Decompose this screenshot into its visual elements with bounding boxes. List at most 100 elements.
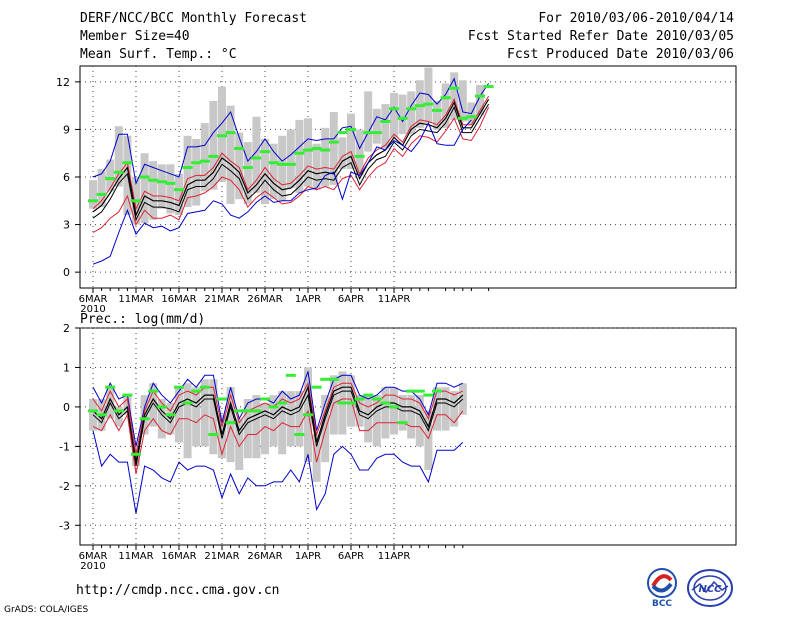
x-tick-label: 16MAR: [161, 551, 196, 562]
ensemble-marker: [208, 154, 219, 158]
y-tick-label: 12: [56, 76, 70, 89]
bcc-logo-text: BCC: [652, 599, 672, 608]
x-tick-label: 26MAR: [247, 294, 282, 305]
spread-box: [476, 85, 484, 116]
ensemble-marker: [242, 165, 253, 169]
ensemble-marker: [337, 401, 348, 405]
source-url[interactable]: http://cmdp.ncc.cma.gov.cn: [76, 583, 280, 598]
spread-box: [433, 387, 441, 431]
spread-box: [269, 143, 278, 200]
ensemble-marker: [440, 96, 451, 100]
spread-box: [261, 138, 269, 204]
ensemble-marker: [397, 116, 408, 120]
ensemble-marker: [234, 146, 245, 150]
ensemble-marker: [182, 401, 193, 405]
spread-box: [200, 123, 209, 192]
ensemble-marker: [320, 377, 331, 381]
spread-box: [372, 108, 381, 144]
temperature-panel: 6MAR 11MAR 16MAR 21MAR 26MAR 1APR 6APR 11APR 201…: [56, 65, 737, 315]
spread-box: [209, 100, 218, 190]
spread-box: [441, 387, 450, 431]
ensemble-marker: [191, 161, 202, 165]
ensemble-marker: [277, 401, 288, 405]
spread-box: [381, 387, 390, 439]
bcc-logo: BCC: [638, 566, 686, 609]
ensemble-marker: [303, 148, 313, 152]
spread-box: [415, 395, 424, 447]
ensemble-marker: [268, 161, 279, 165]
y-tick-label: 1: [63, 361, 70, 374]
y-tick-label: 0: [63, 401, 70, 414]
spread-box: [157, 399, 166, 439]
x-tick-label: 6APR: [338, 551, 364, 562]
x-tick-label: 1APR: [295, 294, 321, 305]
ensemble-marker: [225, 131, 236, 135]
series-line-lower: [92, 390, 464, 467]
y-tick-label: 3: [63, 219, 70, 232]
x-year-label: 2010: [80, 561, 105, 572]
spread-box: [114, 406, 123, 427]
spread-box: [200, 379, 209, 447]
ensemble-marker: [199, 385, 210, 389]
spread-box: [312, 434, 321, 482]
y-tick-label: 9: [63, 123, 70, 136]
spread-box: [226, 387, 235, 463]
ensemble-marker: [277, 162, 288, 166]
x-tick-label: 6MAR: [79, 294, 108, 305]
ensemble-marker: [414, 104, 425, 108]
refer-date: Fcst Started Refer Date 2010/03/05: [467, 29, 734, 44]
ensemble-marker: [449, 86, 460, 90]
spread-box: [235, 418, 244, 471]
ensemble-marker: [96, 413, 107, 417]
ensemble-marker: [423, 102, 434, 106]
ensemble-marker: [363, 131, 374, 135]
spread-box: [347, 113, 355, 170]
ensemble-marker: [380, 120, 391, 123]
spread-box: [106, 159, 115, 192]
spread-box: [243, 399, 252, 459]
ensemble-marker: [414, 389, 425, 393]
ensemble-marker: [432, 108, 442, 112]
ensemble-marker: [174, 385, 184, 389]
x-year-label: 2010: [80, 304, 105, 315]
ensemble-marker: [406, 389, 417, 393]
spread-box: [97, 169, 106, 208]
spread-box: [381, 104, 390, 149]
ensemble-marker: [406, 107, 417, 111]
ensemble-marker: [397, 421, 408, 425]
ensemble-marker: [105, 177, 116, 181]
x-tick-label: 6APR: [338, 294, 364, 305]
spread-box: [132, 446, 140, 467]
ensemble-marker: [311, 146, 322, 150]
spread-box: [218, 86, 226, 182]
ensemble-marker: [268, 405, 279, 409]
series-line-max: [92, 77, 490, 185]
ensemble-marker: [242, 409, 253, 413]
spread-box: [149, 383, 158, 427]
spread-box: [157, 164, 166, 209]
y-tick-label: 0: [63, 266, 70, 279]
spread-box: [123, 395, 132, 415]
ensemble-marker: [165, 413, 176, 417]
ensemble-marker: [113, 170, 124, 174]
spread-box: [329, 375, 338, 435]
ensemble-marker: [294, 151, 305, 155]
ensemble-marker: [148, 389, 159, 393]
spread-box: [235, 132, 244, 200]
ensemble-marker: [139, 175, 150, 179]
spread-box: [252, 395, 261, 459]
spread-box: [304, 118, 312, 187]
spread-box: [209, 379, 218, 455]
ensemble-marker: [389, 405, 399, 409]
ensemble-marker: [113, 409, 124, 413]
precipitation-panel: 6MAR 11MAR 16MAR 21MAR 26MAR 1APR 6APR 11APR201…: [59, 312, 737, 572]
spread-box: [89, 180, 97, 209]
spread-box: [295, 391, 304, 447]
y-tick-label: 2: [63, 322, 70, 335]
ensemble-marker: [174, 188, 184, 192]
x-tick-label: 11APR: [378, 294, 411, 305]
spread-box: [175, 387, 183, 443]
spread-box: [407, 395, 416, 439]
series-line-min: [92, 119, 472, 265]
